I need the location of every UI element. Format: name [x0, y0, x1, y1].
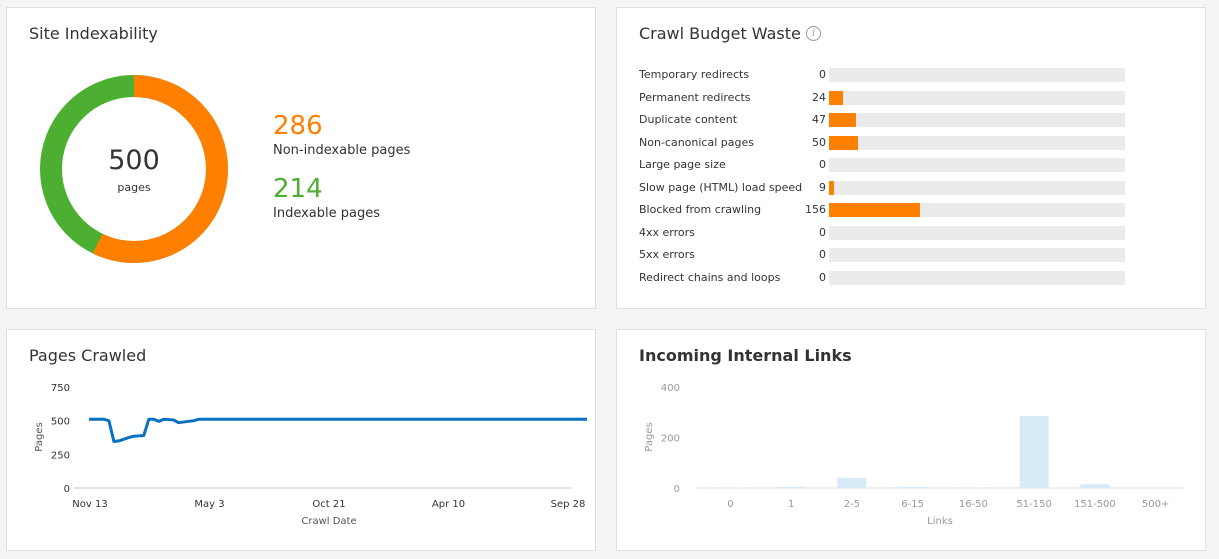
- y-axis-label: Pages: [34, 422, 45, 451]
- budget-row-label: Large page size: [639, 158, 726, 171]
- site-indexability-title: Site Indexability: [29, 24, 158, 43]
- budget-row-track: [829, 90, 1125, 105]
- crawl-budget-waste-title: Crawl Budget Waste: [639, 24, 801, 43]
- x-tick-label: Oct 21: [312, 499, 345, 510]
- x-tick-label: Apr 10: [432, 499, 465, 510]
- y-axis-label: Pages: [644, 422, 655, 451]
- budget-row-label: 5xx errors: [639, 248, 695, 261]
- x-tick-label: 151-500: [1074, 499, 1116, 510]
- pages-crawled-chart[interactable]: 0 250 500 750 Pages Nov 13 May 3 Oct 21 Apr 10 Se…: [7, 330, 595, 550]
- budget-row[interactable]: 5xx errors 0: [639, 248, 1129, 262]
- y-tick-label: 200: [661, 434, 680, 445]
- x-tick-label: Nov 13: [72, 499, 107, 510]
- budget-row[interactable]: Non-canonical pages 50: [639, 135, 1129, 150]
- bar[interactable]: [837, 477, 867, 488]
- budget-row-label: Non-canonical pages: [639, 135, 754, 149]
- budget-row-value: 0: [819, 225, 826, 239]
- bar[interactable]: [776, 486, 806, 488]
- budget-row-value: 24: [812, 90, 826, 104]
- budget-row-bar[interactable]: [829, 203, 920, 217]
- budget-row-track: [829, 158, 1125, 172]
- non-indexable-segment[interactable]: [40, 75, 228, 263]
- incoming-internal-links-title: Incoming Internal Links: [639, 346, 852, 365]
- x-axis-label: Crawl Date: [301, 516, 356, 527]
- y-tick-label: 500: [51, 417, 70, 428]
- x-tick-label: May 3: [194, 499, 224, 510]
- indexable-stat[interactable]: 214 Indexable pages: [273, 174, 380, 221]
- budget-row-value: 47: [812, 113, 826, 126]
- y-tick-label: 0: [674, 484, 680, 495]
- x-axis-label: Links: [927, 516, 953, 527]
- x-tick-label: 2-5: [844, 499, 860, 510]
- budget-row-bar[interactable]: [829, 180, 835, 195]
- indexable-value: 214: [273, 174, 323, 204]
- x-tick-label: Sep 28: [551, 499, 586, 510]
- budget-row[interactable]: 4xx errors 0: [639, 225, 1129, 240]
- budget-row[interactable]: Duplicate content 47: [639, 113, 1129, 127]
- info-icon[interactable]: i: [806, 26, 821, 41]
- budget-row[interactable]: Temporary redirects 0: [639, 68, 1129, 82]
- budget-row-value: 0: [819, 270, 826, 284]
- non-indexable-value: 286: [273, 111, 323, 141]
- budget-row-bar[interactable]: [829, 135, 859, 150]
- budget-row-track: [829, 270, 1125, 285]
- budget-row-value: 0: [819, 158, 826, 171]
- incoming-internal-links-chart[interactable]: 0 200 400 Pages 0 1 2-5 6-15 16-50 51-150 151-500 5…: [617, 330, 1205, 550]
- budget-row-track: [829, 135, 1125, 150]
- pages-crawled-title: Pages Crawled: [29, 346, 147, 365]
- y-tick-label: 750: [51, 383, 70, 394]
- budget-row-track: [829, 68, 1125, 82]
- pages-crawled-card: Pages Crawled 0 250 500 750 Pages Nov 13 May 3…: [6, 329, 596, 551]
- budget-row-value: 0: [819, 248, 826, 261]
- indexability-donut[interactable]: 500 pages: [37, 72, 231, 266]
- budget-row-value: 50: [812, 135, 826, 149]
- site-indexability-card: Site Indexability 500 pages 286 Non-inde…: [6, 7, 596, 309]
- x-tick-label: 0: [727, 499, 733, 510]
- budget-row-label: 4xx errors: [639, 225, 695, 239]
- budget-row-track: [829, 248, 1125, 262]
- x-tick-label: 500+: [1142, 499, 1169, 510]
- bar[interactable]: [1019, 416, 1049, 488]
- x-tick-label: 51-150: [1016, 499, 1051, 510]
- budget-row[interactable]: Redirect chains and loops 0: [639, 270, 1129, 285]
- budget-row-bar[interactable]: [829, 113, 857, 127]
- budget-row-label: Temporary redirects: [639, 68, 750, 81]
- x-tick-label: 6-15: [901, 499, 924, 510]
- budget-row-label: Blocked from crawling: [639, 203, 762, 216]
- budget-row-bar[interactable]: [829, 90, 843, 105]
- y-tick-label: 250: [51, 450, 70, 461]
- series-line[interactable]: [89, 417, 587, 443]
- budget-row-track: [829, 113, 1125, 127]
- budget-row-label: Redirect chains and loops: [639, 270, 781, 284]
- crawl-budget-waste-card: Crawl Budget Waste i Temporary redirects…: [616, 7, 1206, 309]
- total-pages-label: pages: [117, 181, 151, 194]
- budget-row-label: Duplicate content: [639, 113, 738, 126]
- budget-row-track: [829, 180, 1125, 195]
- budget-row-label: Slow page (HTML) load speed: [639, 180, 803, 194]
- budget-row-label: Permanent redirects: [639, 90, 751, 104]
- budget-row[interactable]: Slow page (HTML) load speed 9: [639, 180, 1129, 195]
- non-indexable-stat[interactable]: 286 Non-indexable pages: [273, 111, 410, 158]
- budget-row-value: 9: [819, 180, 826, 194]
- y-tick-label: 0: [64, 484, 70, 495]
- budget-row-track: [829, 203, 1125, 217]
- budget-row-value: 0: [819, 68, 826, 81]
- total-pages-value: 500: [108, 145, 160, 176]
- indexable-label: Indexable pages: [273, 206, 380, 221]
- budget-row-track: [829, 225, 1125, 240]
- budget-row[interactable]: Large page size 0: [639, 158, 1129, 172]
- non-indexable-label: Non-indexable pages: [273, 143, 411, 158]
- y-tick-label: 400: [661, 383, 680, 394]
- budget-row[interactable]: Blocked from crawling 156: [639, 203, 1129, 217]
- x-tick-label: 16-50: [959, 499, 988, 510]
- bar[interactable]: [898, 486, 928, 488]
- budget-row-value: 156: [805, 203, 826, 216]
- budget-row[interactable]: Permanent redirects 24: [639, 90, 1129, 105]
- incoming-internal-links-card: Incoming Internal Links 0 200 400 Pages 0 1 2-…: [616, 329, 1206, 551]
- bar[interactable]: [1080, 484, 1110, 488]
- x-tick-label: 1: [788, 499, 794, 510]
